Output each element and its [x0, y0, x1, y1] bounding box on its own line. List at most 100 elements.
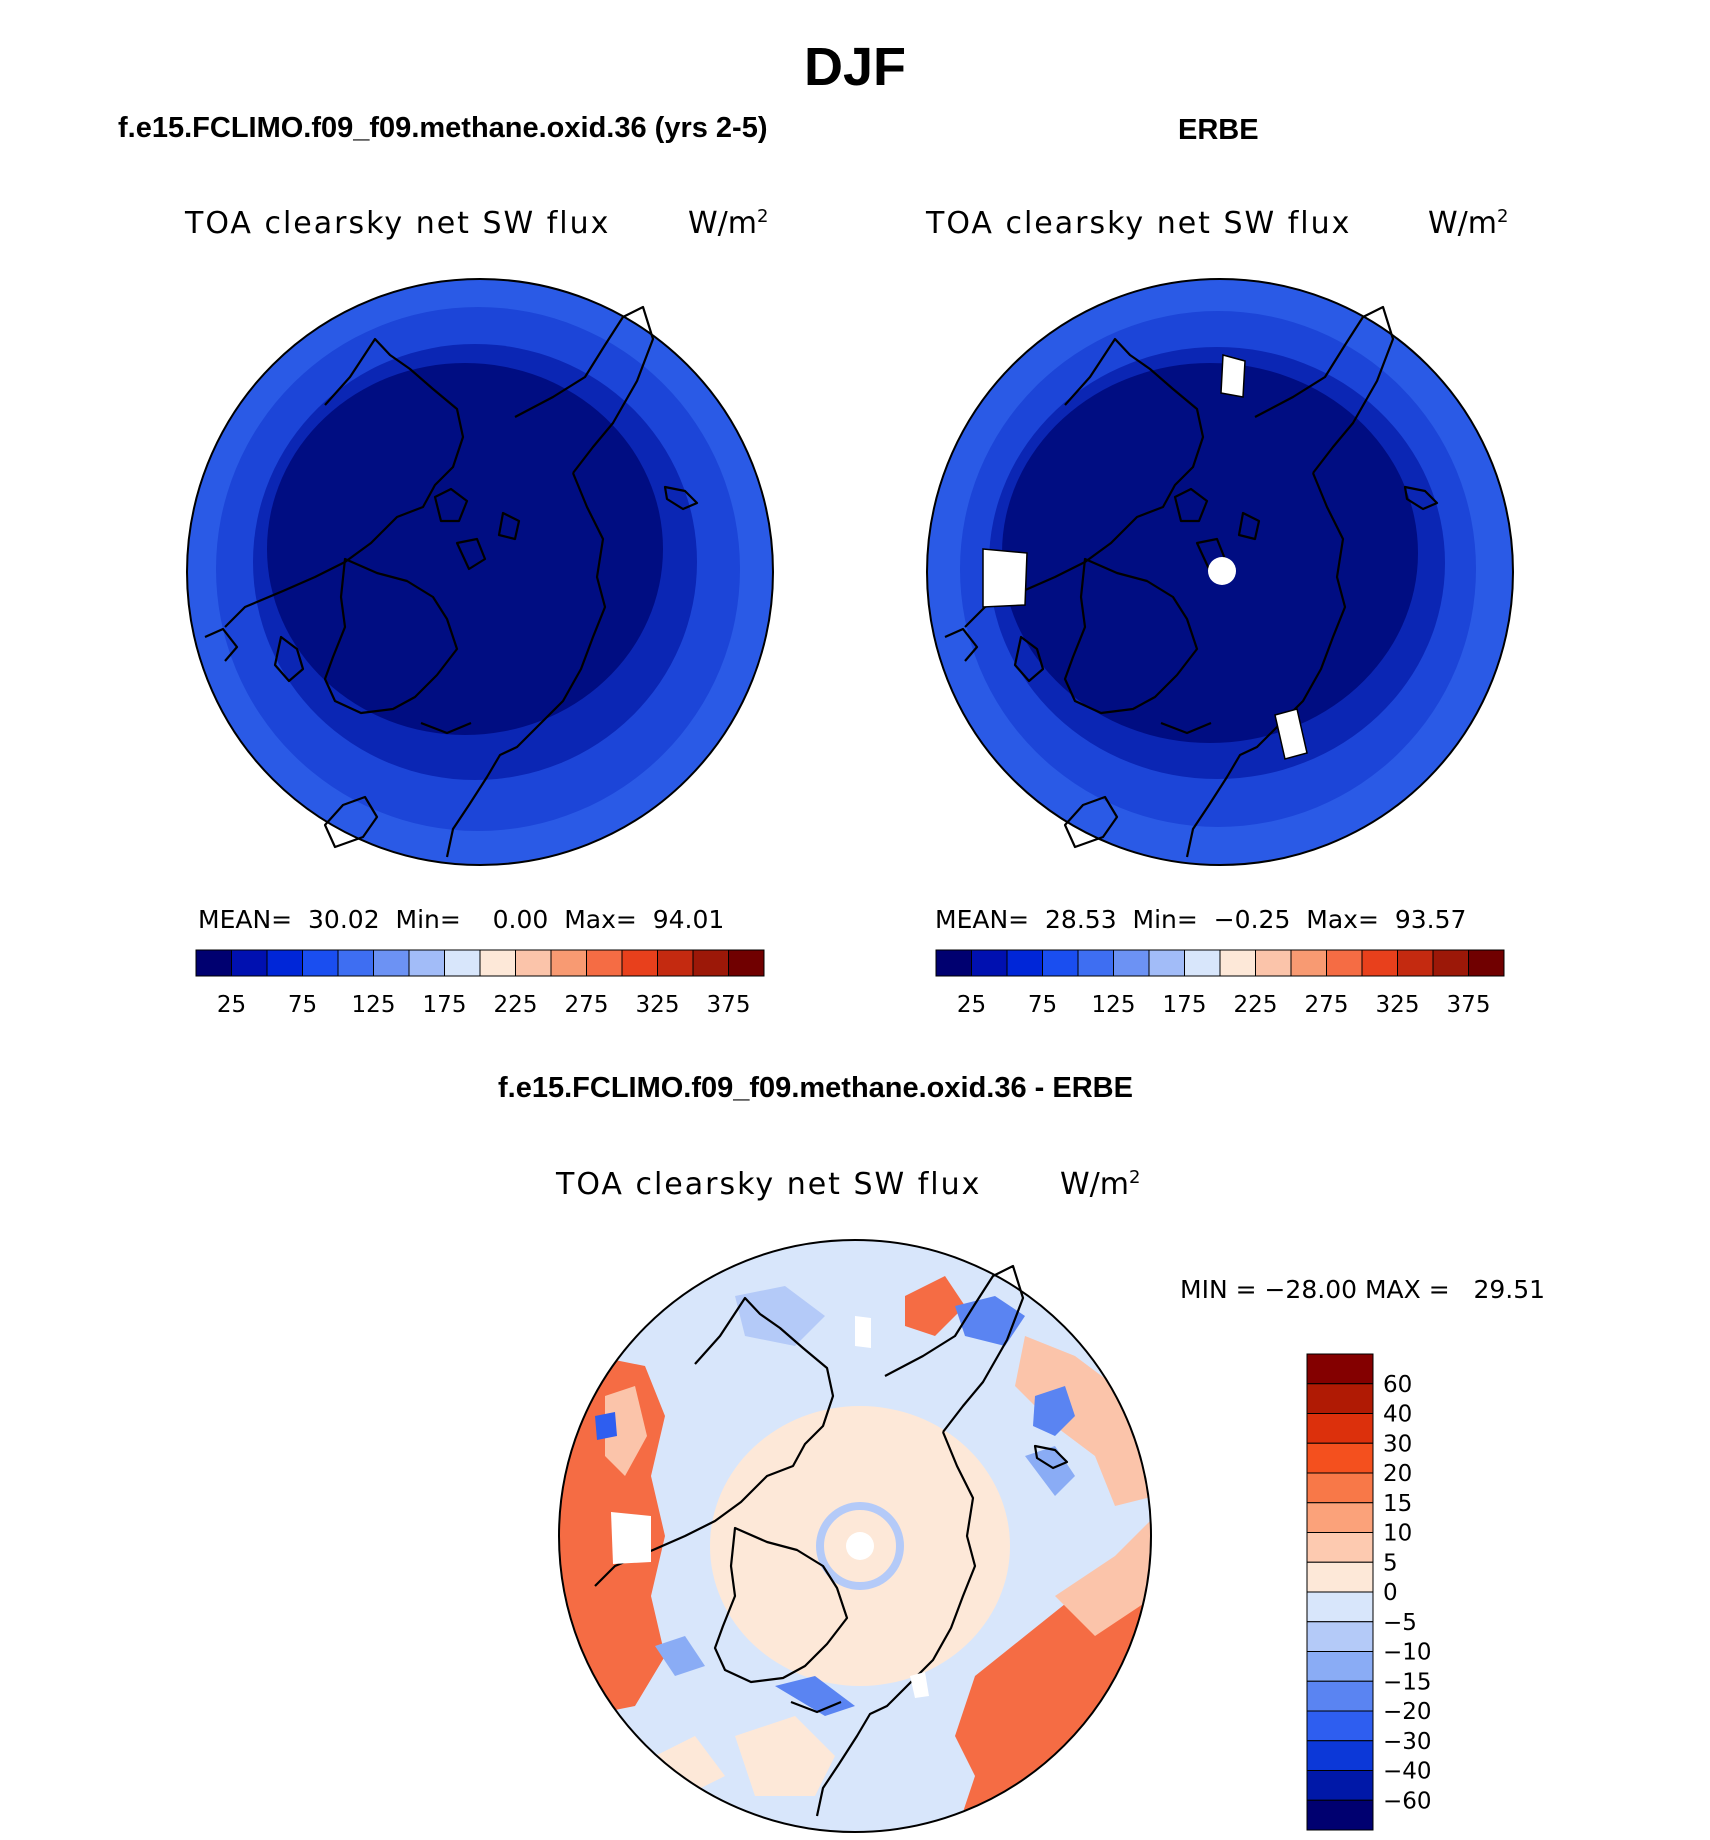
panel2-units: W/m2 — [1428, 206, 1509, 241]
colorbar-tick-label: 5 — [1383, 1550, 1398, 1576]
panel2-case-title: ERBE — [1178, 114, 1259, 146]
colorbar-swatch — [408, 949, 445, 977]
colorbar-swatch — [1397, 949, 1434, 977]
colorbar-swatch — [1306, 1472, 1374, 1504]
colorbar-tick-label: −10 — [1383, 1640, 1432, 1666]
colorbar-swatch — [1306, 1710, 1374, 1742]
coastlines — [944, 305, 1439, 858]
colorbar-tick-label: 30 — [1383, 1431, 1412, 1457]
colorbar-swatch — [728, 949, 765, 977]
colorbar-swatch — [550, 949, 587, 977]
colorbar-tick-label: 175 — [423, 992, 467, 1018]
colorbar-tick-label: 10 — [1383, 1521, 1412, 1547]
colorbar-tick-label: 125 — [1092, 992, 1136, 1018]
colorbar-swatch — [935, 949, 972, 977]
colorbar-tick-label: −30 — [1383, 1729, 1432, 1755]
figure-title: DJF — [803, 37, 906, 97]
colorbar-swatch — [1306, 1353, 1374, 1385]
colorbar-tick-label: −40 — [1383, 1759, 1432, 1785]
colorbar-tick-label: 75 — [1028, 992, 1057, 1018]
colorbar-swatch — [1255, 949, 1292, 977]
map-core — [267, 363, 663, 735]
colorbar-tick-label: −5 — [1383, 1610, 1417, 1636]
colorbar-swatch — [1290, 949, 1327, 977]
colorbar-swatch — [971, 949, 1008, 977]
colorbar-swatch — [1113, 949, 1150, 977]
panel2-colorbar: 25 75 125 175 225 275 325 375 — [935, 949, 1505, 1018]
colorbar-swatch — [337, 949, 374, 977]
pole-ring — [816, 1502, 904, 1590]
colorbar-tick-label: 375 — [707, 992, 751, 1018]
colorbar-tick-label: 20 — [1383, 1461, 1412, 1487]
panel3-colorbar: 60 40 30 20 15 10 5 0 −5 −10 −15 −20 −30 −40 −60 — [1306, 1353, 1432, 1831]
missing-data-patches — [982, 354, 1308, 760]
colorbar-swatch — [302, 949, 339, 977]
negative-anomaly-north — [735, 1286, 825, 1346]
colorbar-swatch — [1042, 949, 1079, 977]
colorbar-swatch — [373, 949, 410, 977]
panel2-variable-label: TOA clearsky net SW flux — [926, 206, 1352, 241]
colorbar-tick-label: 0 — [1383, 1580, 1398, 1606]
panel2-polar-map — [926, 278, 1514, 866]
colorbar-swatch — [1306, 1561, 1374, 1593]
colorbar-tick-label: 225 — [494, 992, 538, 1018]
panel3-difference-map — [558, 1239, 1152, 1833]
colorbar-swatch — [692, 949, 729, 977]
colorbar-tick-label: 125 — [352, 992, 396, 1018]
colorbar-swatch — [1306, 1621, 1374, 1652]
panel3-variable-label: TOA clearsky net SW flux — [556, 1167, 982, 1202]
positive-anomaly-east — [1015, 1336, 1151, 1506]
panel1-units: W/m2 — [688, 206, 769, 241]
colorbar-tick-label: 275 — [1305, 992, 1349, 1018]
coastlines — [204, 305, 699, 858]
colorbar-tick-label: 25 — [217, 992, 246, 1018]
colorbar-swatch — [1306, 1502, 1374, 1533]
panel1-colorbar: 25 75 125 175 225 275 325 375 — [195, 949, 765, 1018]
colorbar-tick-label: 325 — [1376, 992, 1420, 1018]
colorbar-tick-label: −20 — [1383, 1699, 1432, 1725]
panel1-case-title: f.e15.FCLIMO.f09_f09.methane.oxid.36 (yr… — [118, 112, 768, 144]
colorbar-swatch — [1306, 1591, 1374, 1623]
colorbar-swatch — [586, 949, 623, 977]
colorbar-swatch — [231, 949, 268, 977]
panel3-min-max-text: MIN = −28.00 MAX = 29.51 — [1180, 1275, 1546, 1304]
colorbar-swatch — [266, 949, 303, 977]
colorbar-swatch — [1306, 1740, 1374, 1771]
coastlines — [594, 1264, 1069, 1817]
colorbar-tick-label: 60 — [1383, 1372, 1412, 1398]
colorbar-tick-label: 375 — [1447, 992, 1491, 1018]
missing-data-patches — [611, 1316, 929, 1698]
colorbar-tick-label: 25 — [957, 992, 986, 1018]
colorbar-swatch — [1148, 949, 1185, 977]
colorbar-swatch — [657, 949, 694, 977]
colorbar-swatch — [1432, 949, 1469, 977]
colorbar-swatch — [1306, 1651, 1374, 1682]
colorbar-swatch — [1306, 1799, 1374, 1831]
panel3-case-title: f.e15.FCLIMO.f09_f09.methane.oxid.36 - E… — [498, 1072, 1133, 1104]
colorbar-swatch — [1006, 949, 1043, 977]
panel1-variable-label: TOA clearsky net SW flux — [185, 206, 611, 241]
colorbar-swatch — [1306, 1770, 1374, 1801]
colorbar-swatch — [1326, 949, 1363, 977]
colorbar-tick-label: −15 — [1383, 1669, 1432, 1695]
colorbar-swatch — [444, 949, 481, 977]
colorbar-tick-label: 40 — [1383, 1402, 1412, 1428]
colorbar-swatch — [1077, 949, 1114, 977]
colorbar-swatch — [1306, 1383, 1374, 1414]
colorbar-swatch — [1306, 1680, 1374, 1712]
colorbar-swatch — [1361, 949, 1398, 977]
panel3-units: W/m2 — [1060, 1167, 1141, 1202]
colorbar-tick-label: −60 — [1383, 1788, 1432, 1814]
colorbar-swatch — [479, 949, 516, 977]
panel2-stats: MEAN= 28.53 Min= −0.25 Max= 93.57 — [935, 905, 1467, 934]
colorbar-tick-label: 175 — [1163, 992, 1207, 1018]
colorbar-swatch — [1306, 1413, 1374, 1444]
panel1-stats: MEAN= 30.02 Min= 0.00 Max= 94.01 — [198, 905, 725, 934]
map-core — [1002, 363, 1418, 743]
colorbar-tick-label: 275 — [565, 992, 609, 1018]
colorbar-tick-label: 15 — [1383, 1491, 1412, 1517]
colorbar-swatch — [621, 949, 658, 977]
colorbar-swatch — [1306, 1442, 1374, 1474]
colorbar-swatch — [1219, 949, 1256, 977]
colorbar-tick-label: 325 — [636, 992, 680, 1018]
